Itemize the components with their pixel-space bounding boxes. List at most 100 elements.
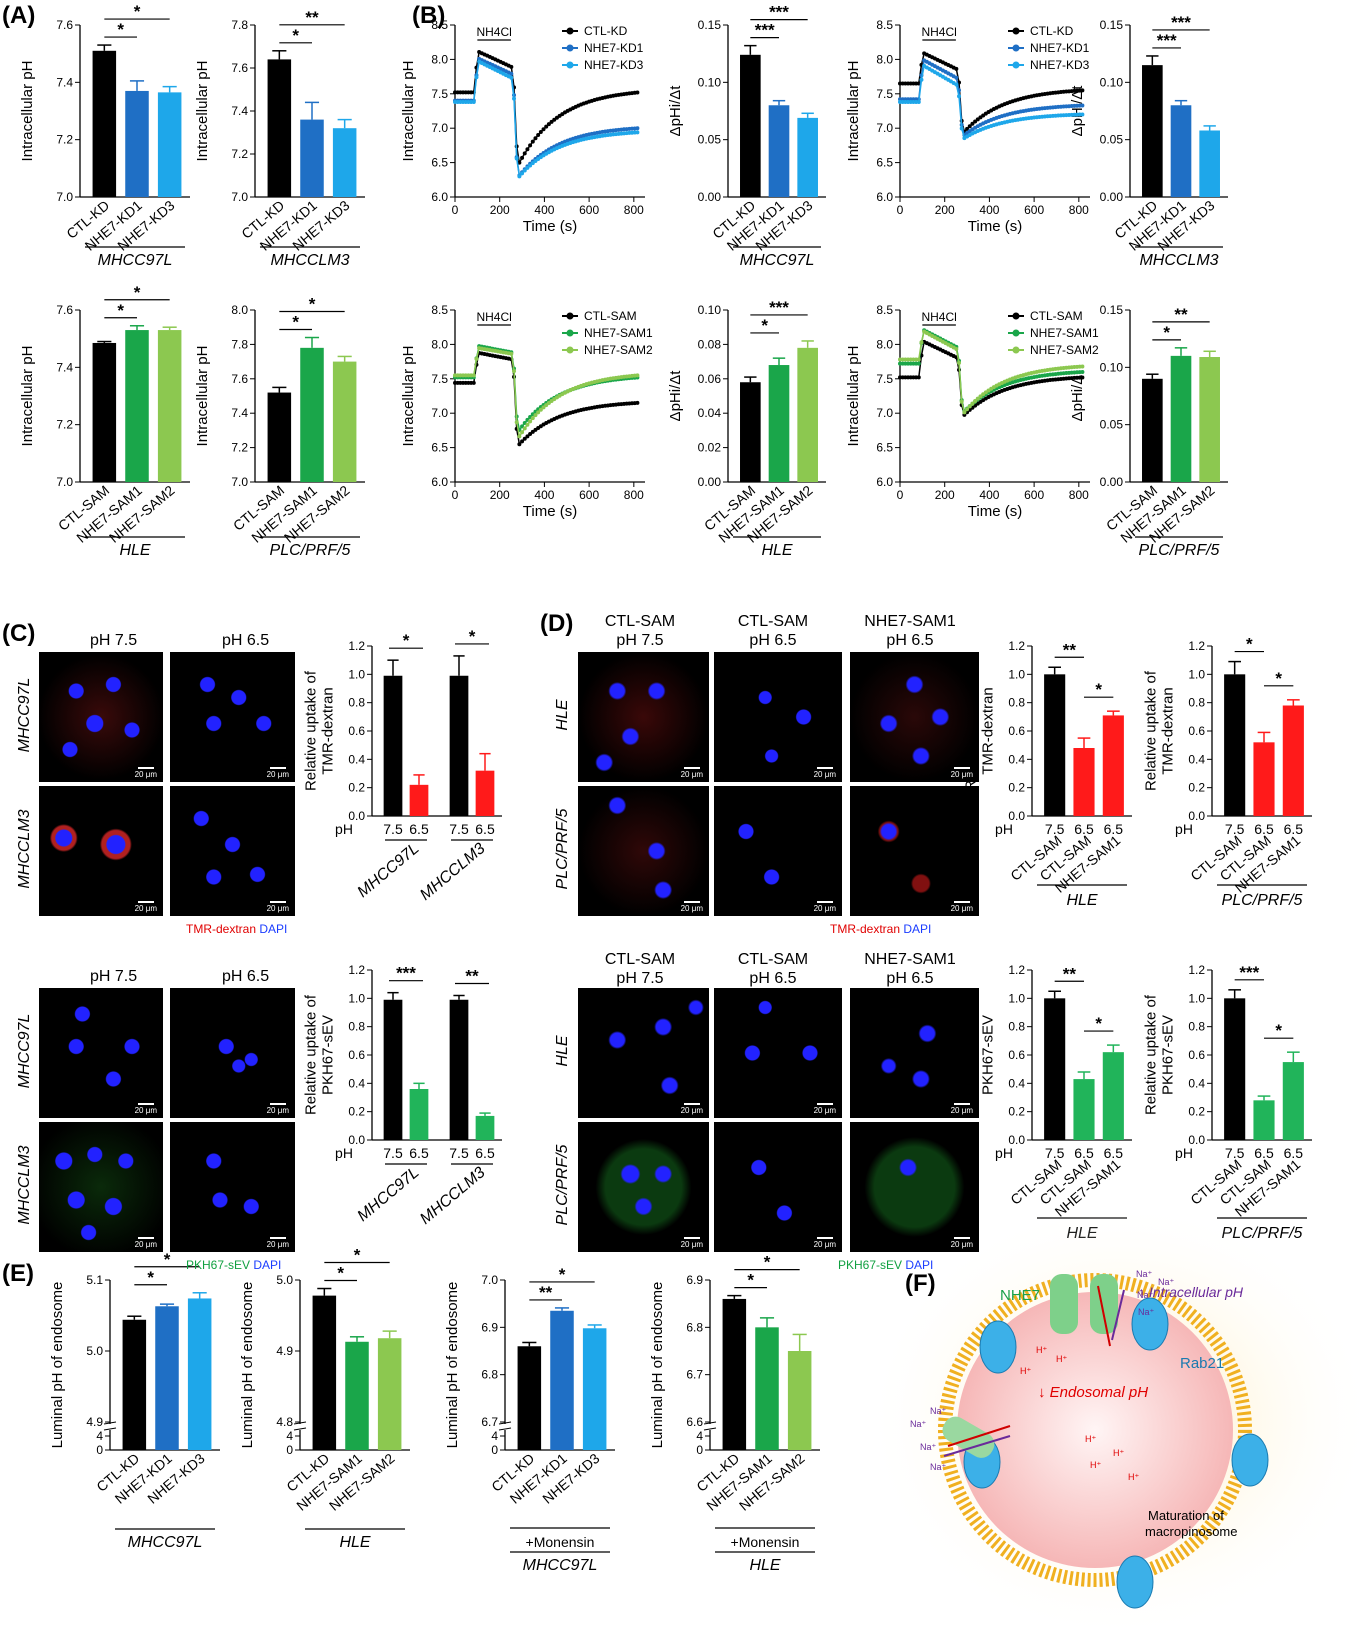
micrograph-hle-ctl-ph75-pkh: 20 μm <box>578 988 709 1118</box>
significance-mark: * <box>164 1250 171 1269</box>
y-axis-label: TMR-dextran <box>980 687 997 775</box>
legend-label: NHE7-SAM2 <box>1030 343 1099 357</box>
bar <box>722 1298 747 1450</box>
proton-label: H⁺ <box>1020 1366 1031 1376</box>
y-tick-label: 8.0 <box>231 303 248 317</box>
data-point <box>635 130 640 135</box>
nhe7-transporter <box>1050 1274 1078 1334</box>
y-axis-label: Relative uptake of <box>1143 670 1160 791</box>
y-tick-label: 0.0 <box>1008 1133 1025 1147</box>
significance-mark: * <box>1095 680 1102 699</box>
rab21-protein <box>979 1320 1017 1374</box>
data-point <box>916 361 921 366</box>
data-point <box>514 156 519 161</box>
nh4cl-label: NH4Cl <box>921 25 956 39</box>
y-axis-label: Intracellular pH <box>19 61 36 162</box>
hdr-line: CTL-SAM <box>737 951 809 968</box>
y-axis-label: ΔpHi/Δt <box>1069 370 1086 422</box>
group-label: MHCC97L <box>523 1557 598 1574</box>
legend-label: NHE7-KD1 <box>1030 41 1090 55</box>
bar <box>383 999 403 1140</box>
data-point <box>517 442 522 447</box>
data-point <box>959 399 964 404</box>
bar <box>740 54 761 198</box>
x-tick-label: 800 <box>624 203 644 217</box>
y-tick-label: 6.5 <box>431 156 448 170</box>
y-tick-label: 0.2 <box>1188 1105 1205 1119</box>
sodium-label: Na⁺ <box>930 1462 947 1472</box>
data-point <box>474 356 479 361</box>
ph-value: 6.5 <box>1104 1145 1124 1161</box>
y-tick-label: 0.4 <box>1188 1076 1205 1090</box>
y-tick-label: 8.5 <box>876 18 893 32</box>
y-tick-label: 0.6 <box>348 1048 365 1062</box>
y-tick-label: 7.0 <box>56 475 73 489</box>
y-tick-label: 0.15 <box>698 18 722 32</box>
y-tick-label: 4.9 <box>276 1344 293 1358</box>
c-row-label-mhcclm3-bottom: MHCCLM3 <box>16 1145 33 1225</box>
ph-value: 6.5 <box>475 821 495 837</box>
data-point <box>525 165 530 170</box>
x-tick-label: 400 <box>534 203 554 217</box>
bar <box>1199 357 1220 482</box>
x-tick-label: 400 <box>979 203 999 217</box>
data-point <box>546 122 551 127</box>
y-tick-label: 0.6 <box>1008 1048 1025 1062</box>
y-tick-label: 0.8 <box>1008 696 1025 710</box>
data-point <box>1080 369 1085 374</box>
y-tick-label: 0.0 <box>348 1133 365 1147</box>
bar <box>300 119 324 197</box>
y-tick-label: 7.4 <box>231 104 248 118</box>
axis-break-mark <box>103 1421 117 1425</box>
y-axis-label: Luminal pH of endosome <box>649 1282 666 1449</box>
series-line <box>455 345 638 432</box>
micrograph-mhcc97l-ph65-pkh: 20 μm <box>170 988 295 1118</box>
significance-mark: ** <box>539 1283 553 1302</box>
y-tick-label: 0.4 <box>348 752 365 766</box>
data-point <box>919 340 924 345</box>
legend-marker <box>1012 312 1020 320</box>
axis-break-mark <box>703 1427 717 1431</box>
y-tick-label: 1.2 <box>1188 639 1205 653</box>
significance-mark: * <box>117 301 124 320</box>
data-point <box>533 136 538 141</box>
endosome-lumen <box>957 1292 1233 1568</box>
y-tick-label: 6.0 <box>876 475 893 489</box>
y-tick-label: 6.5 <box>876 156 893 170</box>
bar <box>377 1338 402 1450</box>
y-tick-label: 0.00 <box>698 475 722 489</box>
x-tick-label: 600 <box>579 203 599 217</box>
y-tick-label: 0.2 <box>1188 781 1205 795</box>
y-axis-label: Relative uptake of <box>303 994 320 1115</box>
group-label: PLC/PRF/5 <box>1139 542 1220 559</box>
group-label: HLE <box>1066 892 1097 909</box>
x-tick-label: 200 <box>490 488 510 502</box>
data-point <box>538 130 543 135</box>
data-point <box>509 351 514 356</box>
bar <box>92 342 117 482</box>
y-tick-label: 4 <box>286 1429 293 1443</box>
data-point <box>528 163 533 168</box>
hdr-line: pH 6.5 <box>886 970 934 987</box>
ph-label: pH <box>1175 1145 1193 1161</box>
bar <box>1282 705 1304 816</box>
y-tick-label: 4 <box>491 1429 498 1443</box>
bar <box>1073 1079 1095 1140</box>
bar <box>122 1319 147 1450</box>
micrograph-hle-nhe-ph65-tmr: 20 μm <box>850 652 979 782</box>
data-point <box>538 407 543 412</box>
rab21-label: Rab21 <box>1180 1355 1224 1372</box>
bar <box>1282 1062 1304 1140</box>
x-axis-label: Time (s) <box>968 503 1022 520</box>
nhe7-transporter <box>1090 1274 1118 1334</box>
significance-mark: * <box>469 627 476 646</box>
data-point <box>967 124 972 129</box>
c-row-label-mhcc97l-top: MHCC97L <box>16 677 33 753</box>
significance-mark: *** <box>396 964 416 983</box>
data-point <box>536 133 541 138</box>
legend-pkh: PKH67-sEV <box>186 1258 251 1272</box>
hdr-line: pH 7.5 <box>616 970 664 987</box>
significance-mark: *** <box>1239 963 1259 982</box>
legend-tmr: TMR-dextran <box>830 922 901 936</box>
micrograph-plc-ctl-ph75-pkh: 20 μm <box>578 1122 709 1252</box>
